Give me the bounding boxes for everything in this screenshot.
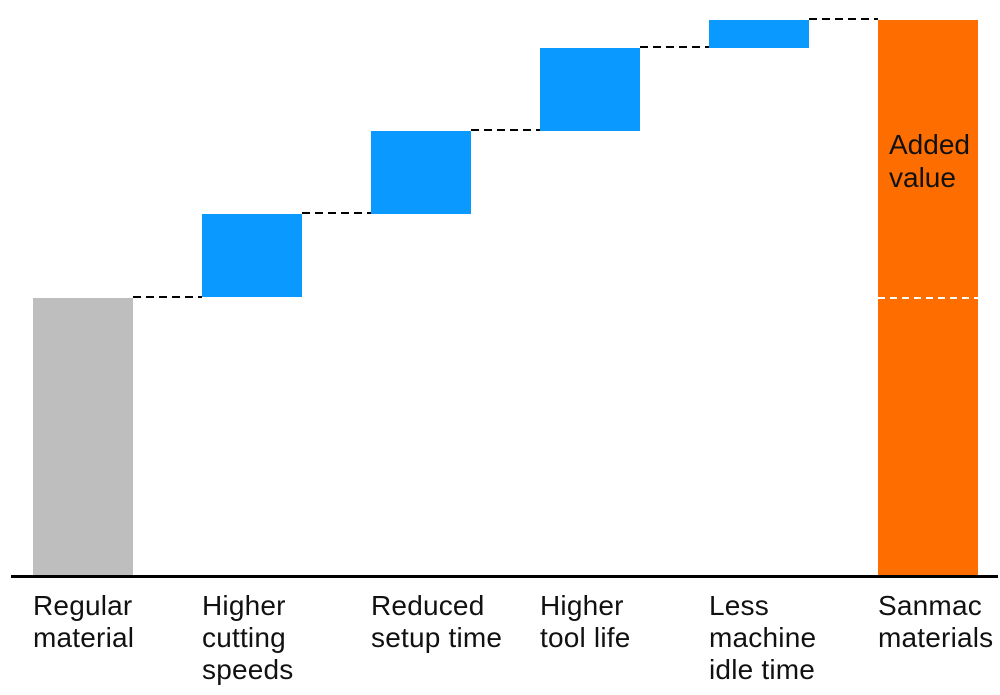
bar-less-machine-idle-time — [709, 20, 809, 48]
connector-line — [302, 212, 371, 214]
category-label-sanmac-materials: Sanmac materials — [878, 590, 994, 653]
bar-higher-cutting-speeds — [202, 214, 302, 297]
connector-line — [809, 18, 878, 20]
bar-sanmac-materials: Added value — [878, 20, 978, 575]
total-base-split-line — [878, 297, 978, 299]
category-label-higher-tool-life: Higher tool life — [540, 590, 631, 653]
category-label-less-machine-idle-time: Less machine idle time — [709, 590, 817, 685]
added-value-annotation: Added value — [889, 129, 970, 193]
bar-higher-tool-life — [540, 48, 640, 131]
bar-regular-material — [33, 298, 133, 576]
connector-line — [640, 46, 709, 48]
x-axis-line — [11, 575, 998, 578]
connector-line — [471, 129, 540, 131]
bar-reduced-setup-time — [371, 131, 471, 214]
category-label-reduced-setup-time: Reduced setup time — [371, 590, 503, 653]
category-label-higher-cutting-speeds: Higher cutting speeds — [202, 590, 294, 685]
category-label-regular-material: Regular material — [33, 590, 135, 653]
connector-line — [133, 296, 202, 298]
